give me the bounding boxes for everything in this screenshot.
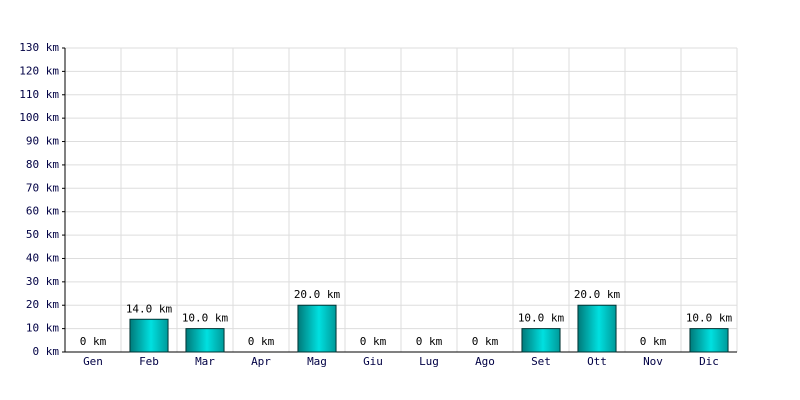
value-label: 20.0 km: [574, 288, 621, 301]
x-tick-label: Giu: [363, 355, 383, 368]
x-tick-label: Ago: [475, 355, 495, 368]
value-label: 10.0 km: [182, 312, 229, 325]
x-tick-label: Dic: [699, 355, 719, 368]
x-tick-label: Feb: [139, 355, 159, 368]
x-tick-label: Nov: [643, 355, 663, 368]
y-tick-label: 20 km: [26, 298, 59, 311]
value-label: 0 km: [640, 335, 667, 348]
x-tick-label: Apr: [251, 355, 271, 368]
value-label: 0 km: [248, 335, 275, 348]
value-label: 0 km: [416, 335, 443, 348]
y-tick-label: 130 km: [19, 41, 59, 54]
value-label: 0 km: [472, 335, 499, 348]
bar: [297, 304, 337, 353]
y-tick-label: 120 km: [19, 64, 59, 77]
y-tick-label: 0 km: [33, 345, 60, 358]
bar: [129, 318, 169, 353]
bar: [521, 328, 561, 353]
value-label: 14.0 km: [126, 302, 173, 315]
y-tick-label: 80 km: [26, 158, 59, 171]
value-label: 0 km: [360, 335, 387, 348]
value-label: 20.0 km: [294, 288, 341, 301]
x-tick-label: Lug: [419, 355, 439, 368]
value-label: 10.0 km: [518, 312, 565, 325]
y-tick-label: 50 km: [26, 228, 59, 241]
y-tick-label: 110 km: [19, 88, 59, 101]
x-tick-label: Gen: [83, 355, 103, 368]
x-tick-label: Set: [531, 355, 551, 368]
y-tick-label: 30 km: [26, 275, 59, 288]
bar: [185, 328, 225, 353]
y-tick-label: 40 km: [26, 251, 59, 264]
value-label: 10.0 km: [686, 312, 733, 325]
x-tick-label: Mar: [195, 355, 215, 368]
bar: [577, 304, 617, 353]
y-tick-label: 60 km: [26, 205, 59, 218]
y-tick-label: 100 km: [19, 111, 59, 124]
y-tick-label: 10 km: [26, 322, 59, 335]
x-tick-label: Ott: [587, 355, 607, 368]
y-tick-label: 90 km: [26, 135, 59, 148]
x-tick-label: Mag: [307, 355, 327, 368]
y-tick-label: 70 km: [26, 181, 59, 194]
bar: [689, 328, 729, 353]
value-label: 0 km: [80, 335, 107, 348]
